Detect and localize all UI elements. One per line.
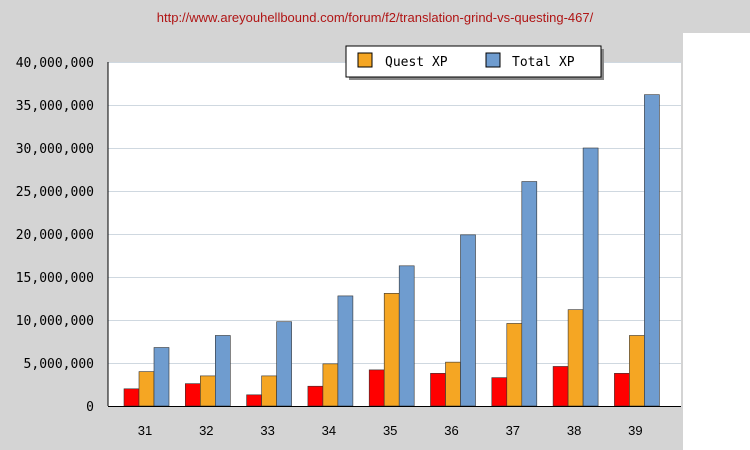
x-tick-label: 35 bbox=[383, 423, 397, 438]
bar bbox=[445, 361, 461, 407]
y-tick-label: 10,000,000 bbox=[16, 314, 94, 329]
legend-label-total-xp: Total XP bbox=[512, 55, 575, 70]
x-tick-label: 38 bbox=[567, 423, 581, 438]
y-tick-label: 5,000,000 bbox=[24, 357, 94, 372]
legend-label-quest-xp: Quest XP bbox=[385, 55, 448, 70]
source-url-text: http://www.areyouhellbound.com/forum/f2/… bbox=[156, 10, 594, 25]
y-tick-label: 15,000,000 bbox=[16, 271, 94, 286]
bar bbox=[215, 335, 231, 407]
y-tick-label: 0 bbox=[86, 400, 94, 415]
bar bbox=[153, 347, 170, 407]
legend-box bbox=[345, 45, 602, 78]
x-tick-label: 32 bbox=[199, 423, 213, 438]
y-tick-label: 30,000,000 bbox=[16, 142, 94, 157]
bar bbox=[614, 373, 630, 407]
bar bbox=[491, 377, 508, 407]
x-tick-label: 31 bbox=[138, 423, 152, 438]
y-tick-label: 40,000,000 bbox=[16, 56, 94, 71]
x-tick-label: 36 bbox=[444, 423, 458, 438]
y-tick-label: 25,000,000 bbox=[16, 185, 94, 200]
bar bbox=[276, 321, 292, 407]
bar bbox=[629, 335, 645, 407]
bar bbox=[567, 309, 584, 407]
bar bbox=[430, 373, 446, 407]
y-tick-label: 35,000,000 bbox=[16, 99, 94, 114]
bar bbox=[246, 394, 262, 407]
legend-swatch-quest-xp bbox=[357, 52, 373, 68]
y-tick-labels: 0 5,000,000 10,000,000 15,000,000 20,000,000… bbox=[16, 56, 94, 415]
bar bbox=[200, 375, 216, 407]
bar bbox=[398, 265, 415, 407]
legend: Quest XP Total XP bbox=[345, 45, 604, 80]
x-tick-label: 39 bbox=[628, 423, 642, 438]
bar bbox=[521, 181, 538, 407]
bar bbox=[307, 385, 324, 407]
bar bbox=[337, 295, 354, 407]
x-tick-label: 33 bbox=[260, 423, 274, 438]
x-tick-labels: 31 32 33 34 35 36 37 38 39 bbox=[138, 423, 643, 438]
axes bbox=[107, 62, 681, 407]
bar bbox=[552, 366, 569, 407]
bar bbox=[185, 383, 201, 407]
blank-margin bbox=[683, 33, 750, 450]
y-tick-label: 20,000,000 bbox=[16, 228, 94, 243]
x-tick-label: 37 bbox=[506, 423, 520, 438]
bar bbox=[383, 293, 400, 407]
bar bbox=[506, 323, 523, 407]
bar bbox=[644, 94, 660, 407]
bar bbox=[582, 147, 599, 407]
bars bbox=[123, 94, 660, 407]
bar bbox=[261, 375, 277, 407]
bar bbox=[322, 363, 339, 407]
x-tick-label: 34 bbox=[322, 423, 336, 438]
bar bbox=[123, 388, 140, 407]
legend-swatch-total-xp bbox=[485, 52, 501, 68]
bar bbox=[368, 369, 385, 407]
bar bbox=[138, 371, 155, 407]
bar bbox=[460, 234, 476, 407]
